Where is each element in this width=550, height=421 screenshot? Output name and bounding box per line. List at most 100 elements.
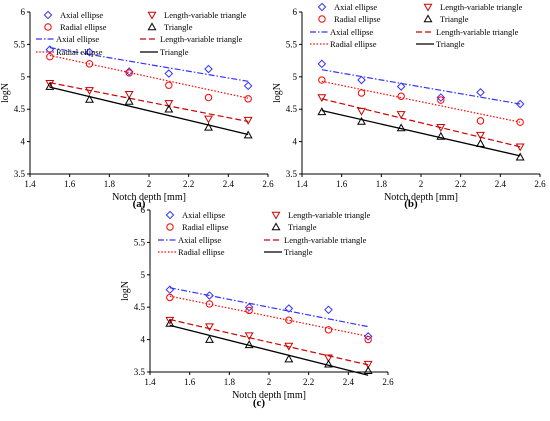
data-point xyxy=(165,81,173,89)
legend-label: Triangle xyxy=(288,222,317,232)
x-tick-label: 1.6 xyxy=(336,179,348,189)
legend-label: Triangle xyxy=(160,47,189,57)
data-point xyxy=(124,90,134,99)
data-point xyxy=(45,79,55,88)
x-tick-label: 1.8 xyxy=(224,377,236,387)
y-tick-label: 5 xyxy=(293,72,298,82)
data-point xyxy=(396,111,406,120)
x-tick-label: 2.6 xyxy=(262,179,274,189)
trendline-length-variable-triangle xyxy=(49,82,249,123)
series-length-variable-triangle xyxy=(45,79,253,125)
y-tick-label: 3.5 xyxy=(14,169,26,179)
series-length-variable-triangle xyxy=(165,316,373,369)
data-point xyxy=(244,302,254,312)
x-axis-label: Notch depth [mm] xyxy=(232,390,306,401)
data-point xyxy=(357,89,366,97)
trendline-length-variable-triangle xyxy=(321,98,521,148)
data-point xyxy=(243,130,253,139)
x-tick-label: 2.4 xyxy=(343,377,355,387)
trendline-triangle xyxy=(321,109,521,157)
legend-marker-triangle-down xyxy=(147,11,157,20)
legend-label: Axial ellipse xyxy=(60,10,103,20)
data-point xyxy=(515,99,525,109)
y-tick-label: 5 xyxy=(21,72,26,82)
data-point xyxy=(244,95,252,103)
panel-label: (c) xyxy=(253,397,266,409)
y-tick-label: 6 xyxy=(293,7,298,17)
legend-label: Length-variable triangle xyxy=(164,10,247,20)
x-tick-label: 2.6 xyxy=(382,377,394,387)
x-tick-label: 2.2 xyxy=(183,179,194,189)
series-axial-ellipse xyxy=(165,285,373,341)
legend-label: Axial ellipse xyxy=(56,34,99,44)
data-point xyxy=(363,332,373,341)
y-tick-label: 5.5 xyxy=(286,39,298,49)
x-tick-label: 1.8 xyxy=(376,179,388,189)
y-tick-label: 6 xyxy=(21,7,26,17)
data-point xyxy=(285,316,293,324)
data-point xyxy=(85,87,94,96)
chart-panel-2: 1.4 1.6 1.8 2 2.2 2.4 2.6 3.5 4 4.5 5 5.5 6 Notch dep… xyxy=(272,2,546,210)
data-point xyxy=(244,340,254,349)
data-point xyxy=(324,326,333,334)
data-point xyxy=(204,93,213,102)
legend-label: Radial ellipse xyxy=(56,47,103,57)
legend-marker-circle xyxy=(318,15,326,23)
x-tick-label: 1.4 xyxy=(296,179,308,189)
legend-label: Radial ellipse xyxy=(178,247,225,257)
data-point xyxy=(436,131,446,140)
data-point xyxy=(437,96,445,104)
legend-label: Length-variable triangle xyxy=(436,27,519,37)
legend-label: Axial ellipse xyxy=(334,2,377,12)
legend-label: Length-variable triangle xyxy=(288,210,371,220)
data-point xyxy=(243,116,253,125)
legend: Axial ellipse Length-variable triangle Rad… xyxy=(158,210,371,257)
trendline-axial-ellipse xyxy=(169,287,369,328)
panel-label: (b) xyxy=(404,198,418,210)
data-point xyxy=(164,104,174,113)
chart-panel-3: 1.4 1.6 1.8 2 2.2 2.4 2.6 3.5 4 4.5 5 5.5 6 Notch dep… xyxy=(120,205,394,409)
data-point xyxy=(515,152,525,161)
data-point xyxy=(125,69,133,77)
data-point xyxy=(396,123,406,132)
data-point xyxy=(243,81,253,91)
data-point xyxy=(205,323,214,332)
data-point xyxy=(324,305,333,315)
x-tick-label: 2.4 xyxy=(223,179,235,189)
data-point xyxy=(165,285,175,295)
data-point xyxy=(357,116,366,125)
x-tick-label: 2.2 xyxy=(303,377,314,387)
data-point xyxy=(364,335,372,344)
legend-label: Length-variable triangle xyxy=(440,2,523,12)
data-point xyxy=(205,334,214,343)
legend-marker-diamond xyxy=(43,10,53,20)
y-tick-label: 4.5 xyxy=(286,104,298,114)
y-tick-label: 6 xyxy=(141,205,146,215)
data-point xyxy=(363,360,373,369)
data-point xyxy=(324,354,333,363)
data-point xyxy=(204,122,213,131)
legend-marker-triangle-down xyxy=(271,211,281,220)
data-point xyxy=(284,342,294,351)
data-point xyxy=(476,131,485,140)
y-axis-label: logN xyxy=(272,83,283,103)
trendline-triangle xyxy=(169,324,369,376)
data-point xyxy=(317,59,327,69)
series-radial-ellipse xyxy=(46,53,252,103)
legend-label: Axial ellipse xyxy=(182,210,225,220)
y-axis-label: logN xyxy=(0,83,11,103)
legend-label: Radial ellipse xyxy=(330,39,377,49)
data-point xyxy=(204,64,213,74)
y-tick-label: 4.5 xyxy=(134,302,146,312)
data-point xyxy=(516,118,524,126)
trendline-axial-ellipse xyxy=(321,69,521,105)
x-tick-label: 1.6 xyxy=(64,179,76,189)
x-tick-label: 2.2 xyxy=(455,179,466,189)
data-point xyxy=(476,138,485,147)
legend-label: Length-variable triangle xyxy=(284,235,367,245)
trendline-axial-ellipse xyxy=(49,47,249,82)
data-point xyxy=(397,92,405,100)
data-point xyxy=(124,96,134,105)
series-triangle xyxy=(45,81,253,139)
legend-label: Triangle xyxy=(164,22,193,32)
